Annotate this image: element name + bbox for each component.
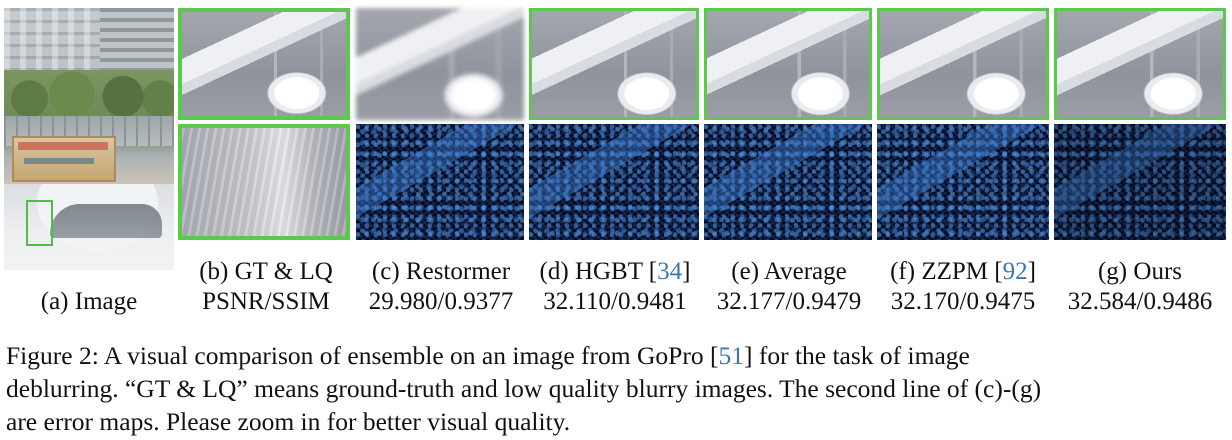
column-label-e-text: (e) Average [731,258,847,285]
ours-error-map [1054,124,1226,240]
trees-region [4,70,174,118]
billboard-text-strip [18,142,108,150]
metric-b: PSNR/SSIM [202,288,330,315]
average-crop [704,8,872,120]
zzpm-crop [877,8,1049,120]
column-label-d: (d) HGBT [34] [527,258,703,286]
column-label-f: (f) ZZPM [92] [875,258,1051,286]
column-label-g-text: (g) Ours [1097,258,1182,285]
citation-link[interactable]: 92 [1002,258,1028,285]
column-label-b-text: (b) GT & LQ [199,258,333,285]
gt-crop [178,8,350,120]
zoom-region-box [26,200,53,246]
metric-c: 29.980/0.9377 [368,288,514,315]
column-label-d-text: (d) HGBT [ [539,258,658,285]
overview-image [4,8,174,270]
column-label-f-close: ] [1027,258,1036,285]
metric-f: 32.170/0.9475 [890,288,1036,315]
hgbt-crop [529,8,699,120]
column-label-e: (e) Average [702,258,876,286]
caption-line-1-end: ] for the task of image [743,341,970,370]
ours-crop [1054,8,1226,120]
caption-line-2: deblurring. “GT & LQ” means ground-truth… [6,374,1042,403]
citation-link[interactable]: 34 [657,258,683,285]
metric-e: 32.177/0.9479 [716,288,862,315]
building-region-right [100,8,174,78]
metric-g: 32.584/0.9486 [1067,288,1213,315]
caption-line-1-text: Figure 2: A visual comparison of ensembl… [6,341,719,370]
column-label-d-close: ] [682,258,691,285]
lq-crop [178,124,350,240]
billboard-text-strip-2 [24,158,94,164]
figure-caption: Figure 2: A visual comparison of ensembl… [6,339,1228,438]
metric-d: 32.110/0.9481 [543,288,687,315]
column-label-c-text: (c) Restormer [371,258,511,285]
column-label-g: (g) Ours [1052,258,1228,286]
restormer-error-map [356,124,524,240]
column-label-f-text: (f) ZZPM [ [890,258,1003,285]
caption-line-3: are error maps. Please zoom in for bette… [6,407,571,436]
restormer-crop [356,8,524,120]
column-label-b: (b) GT & LQ [178,258,354,286]
column-label-c: (c) Restormer [354,258,528,286]
car-window-region [50,204,162,238]
average-error-map [704,124,872,240]
zzpm-error-map [877,124,1049,240]
overview-label: (a) Image [40,288,138,315]
hgbt-error-map [529,124,699,240]
citation-link[interactable]: 51 [718,341,744,370]
caption-line-1: Figure 2: A visual comparison of ensembl… [6,339,1228,372]
